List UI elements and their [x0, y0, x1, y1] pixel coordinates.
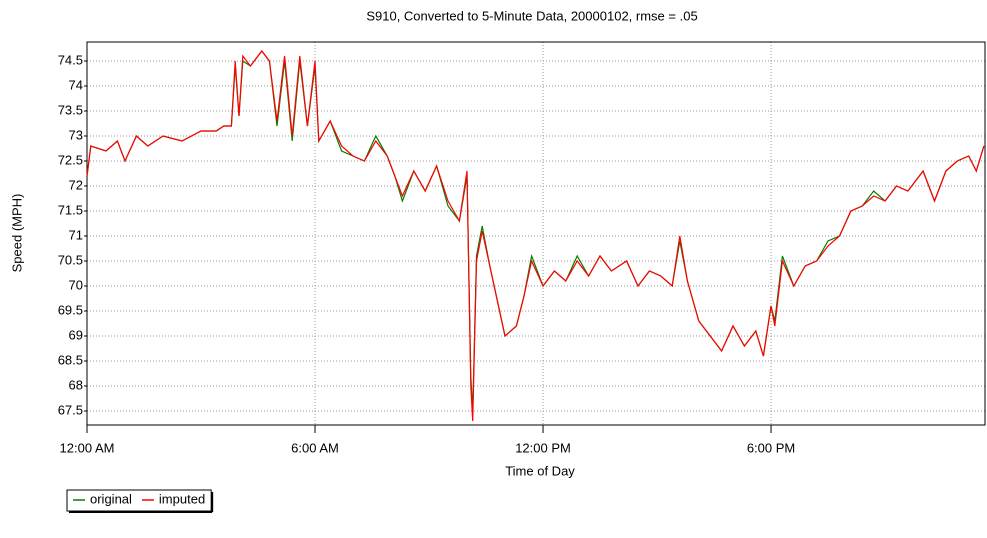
series-line	[86, 50, 985, 412]
y-tick-label: 72	[69, 177, 83, 192]
y-tick-label: 68.5	[58, 352, 83, 367]
x-tick-label: 6:00 AM	[291, 440, 339, 455]
y-tick-label: 71.5	[58, 202, 83, 217]
y-tick-label: 71	[69, 227, 83, 242]
y-axis-label: Speed (MPH)	[9, 194, 24, 273]
x-tick-label: 6:00 PM	[747, 440, 795, 455]
legend-label: original	[90, 491, 132, 506]
x-tick-label: 12:00 AM	[60, 440, 115, 455]
y-tick-label: 69.5	[58, 302, 83, 317]
y-tick-label: 74.5	[58, 52, 83, 67]
y-tick-label: 69	[69, 327, 83, 342]
series-line	[86, 50, 985, 422]
y-tick-label: 73.5	[58, 102, 83, 117]
y-tick-label: 70.5	[58, 252, 83, 267]
y-tick-label: 73	[69, 127, 83, 142]
x-axis-label: Time of Day	[505, 463, 575, 478]
y-tick-label: 70	[69, 277, 83, 292]
legend: original imputed	[66, 489, 214, 513]
x-tick-label: 12:00 PM	[515, 440, 571, 455]
chart-title: S910, Converted to 5-Minute Data, 200001…	[366, 8, 697, 23]
plot-frame	[86, 41, 986, 426]
y-tick-label: 72.5	[58, 152, 83, 167]
y-tick-label: 67.5	[58, 402, 83, 417]
y-tick-label: 74	[69, 77, 83, 92]
legend-label: imputed	[159, 491, 205, 506]
y-tick-label: 68	[69, 377, 83, 392]
